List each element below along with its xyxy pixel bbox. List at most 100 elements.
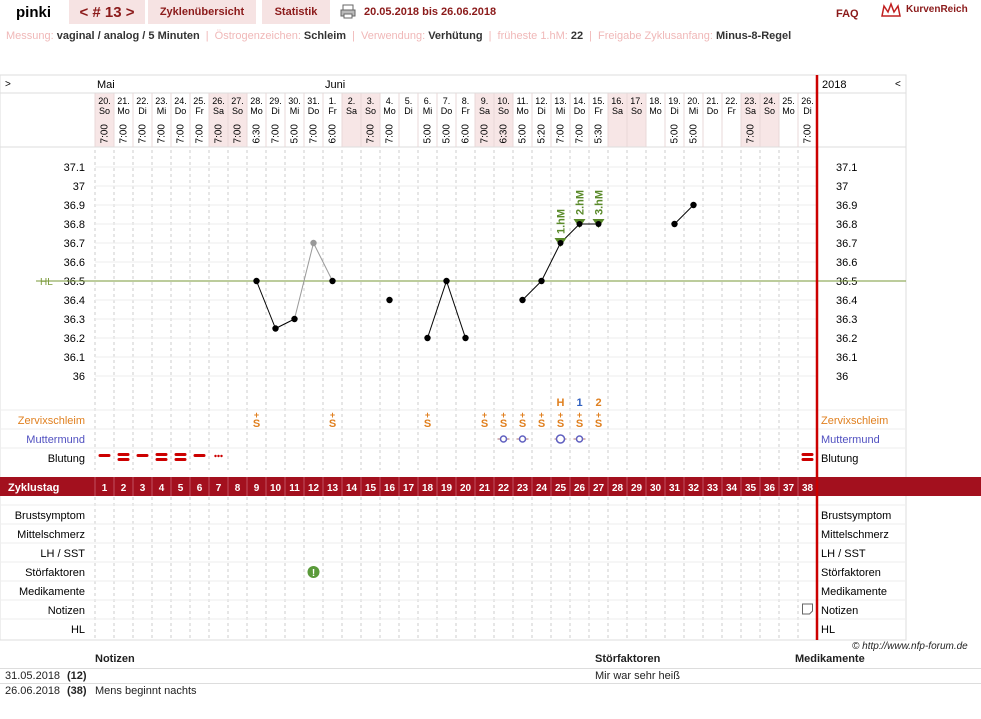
table-row: 26.06.2018 (38) Mens beginnt nachts bbox=[0, 683, 981, 698]
weekday-label: Mo bbox=[383, 106, 396, 116]
schleim-icon: S bbox=[595, 418, 602, 430]
day-number: 15 bbox=[365, 483, 377, 494]
time-label: 7:00 bbox=[556, 124, 567, 144]
date-label: 6. bbox=[424, 96, 432, 106]
temp-point bbox=[519, 296, 526, 304]
date-label: 31. bbox=[307, 96, 320, 106]
date-label: 3. bbox=[367, 96, 375, 106]
blutung-icon bbox=[220, 454, 223, 458]
row-label-right: Brustsymptom bbox=[821, 510, 891, 522]
day-number: 6 bbox=[197, 483, 203, 494]
weekday-label: Mo bbox=[250, 106, 263, 116]
day-number: 16 bbox=[384, 483, 396, 494]
day-number: 2 bbox=[121, 483, 127, 494]
row-label: Mittelschmerz bbox=[17, 529, 85, 541]
row-label-right: Medikamente bbox=[821, 586, 887, 598]
date-label: 13. bbox=[554, 96, 567, 106]
weekend-shade bbox=[475, 93, 494, 147]
schleim-plus: + bbox=[482, 410, 487, 420]
day-number: 1 bbox=[102, 483, 108, 494]
date-label: 26. bbox=[801, 96, 814, 106]
weekend-shade bbox=[209, 93, 228, 147]
weekday-label: Sa bbox=[213, 106, 224, 116]
schleim-plus: + bbox=[501, 410, 506, 420]
day-number: 8 bbox=[235, 483, 241, 494]
row-label: LH / SST bbox=[40, 548, 85, 560]
row-label: Muttermund bbox=[26, 434, 85, 446]
hm-label: 2.hM bbox=[575, 190, 587, 215]
printer-icon[interactable] bbox=[340, 4, 356, 19]
brand-logo[interactable]: KurvenReich bbox=[906, 4, 968, 15]
schleim-icon: S bbox=[481, 418, 488, 430]
schleim-plus: + bbox=[425, 410, 430, 420]
faq-link[interactable]: FAQ bbox=[836, 8, 859, 20]
weekend-shade bbox=[741, 93, 760, 147]
date-label: 21. bbox=[706, 96, 719, 106]
day-number: 36 bbox=[764, 483, 776, 494]
oestro-label: Östrogenzeichen: bbox=[214, 30, 301, 42]
time-label: 5:00 bbox=[518, 124, 529, 144]
hm-label: früheste 1.hM: bbox=[497, 30, 568, 42]
weekday-label: So bbox=[232, 106, 243, 116]
day-number: 35 bbox=[745, 483, 757, 494]
weekday-label: So bbox=[365, 106, 376, 116]
time-label: 6:00 bbox=[461, 124, 472, 144]
time-label: 6:30 bbox=[499, 124, 510, 144]
time-label: 5:00 bbox=[442, 124, 453, 144]
date-label: 22. bbox=[725, 96, 738, 106]
date-label: 1. bbox=[329, 96, 337, 106]
weekend-shade bbox=[95, 93, 114, 147]
weekday-label: Do bbox=[175, 106, 187, 116]
tab-zyklenuebersicht[interactable]: Zyklenübersicht bbox=[148, 0, 256, 24]
muttermund-icon bbox=[518, 435, 527, 443]
y-tick-left: 36.3 bbox=[64, 314, 85, 326]
cycle-nav[interactable]: < # 13 > bbox=[69, 0, 145, 24]
note-date: 26.06.2018 bbox=[5, 685, 61, 697]
day-number: 12 bbox=[308, 483, 320, 494]
y-tick-right: 36.1 bbox=[836, 352, 857, 364]
date-label: 17. bbox=[630, 96, 643, 106]
row-label: Notizen bbox=[48, 605, 85, 617]
date-label: 7. bbox=[443, 96, 451, 106]
oestro-value: Schleim bbox=[303, 30, 347, 42]
y-tick-left: 36 bbox=[73, 371, 85, 383]
weekday-label: Sa bbox=[479, 106, 490, 116]
time-label: 7:00 bbox=[195, 124, 206, 144]
temp-point bbox=[443, 277, 450, 285]
tab-statistik[interactable]: Statistik bbox=[262, 0, 330, 24]
y-tick-left: 36.4 bbox=[64, 295, 85, 307]
date-label: 26. bbox=[212, 96, 225, 106]
date-label: 21. bbox=[117, 96, 130, 106]
temp-line bbox=[674, 204, 694, 225]
weekday-label: Di bbox=[803, 106, 812, 116]
y-tick-right: 36.6 bbox=[836, 257, 857, 269]
time-label: 7:00 bbox=[138, 124, 149, 144]
y-tick-right: 36.5 bbox=[836, 276, 857, 288]
blutung-icon bbox=[155, 453, 168, 456]
weekend-shade bbox=[361, 93, 380, 147]
row-label: Störfaktoren bbox=[25, 567, 85, 579]
blutung-icon bbox=[801, 458, 814, 461]
hm-label: 3.hM bbox=[594, 190, 606, 215]
copyright: © http://www.nfp-forum.de bbox=[852, 641, 968, 652]
row-label-right: Muttermund bbox=[821, 434, 880, 446]
day-number: 23 bbox=[517, 483, 529, 494]
weekday-label: Di bbox=[404, 106, 413, 116]
row-label: Brustsymptom bbox=[15, 510, 85, 522]
time-label: 7:00 bbox=[176, 124, 187, 144]
date-label: 24. bbox=[763, 96, 776, 106]
weekday-label: Di bbox=[670, 106, 679, 116]
row-label-right: Zervixschleim bbox=[821, 415, 888, 427]
schleim-plus: + bbox=[558, 410, 563, 420]
date-label: 15. bbox=[592, 96, 605, 106]
temp-line bbox=[313, 242, 333, 282]
row-label: HL bbox=[71, 624, 85, 636]
row-label: Blutung bbox=[48, 453, 85, 465]
temp-point bbox=[557, 240, 564, 246]
stoer-icon-glyph: ! bbox=[312, 568, 315, 579]
temp-point bbox=[595, 221, 602, 227]
note-day: (38) bbox=[67, 685, 87, 697]
weekday-label: Mi bbox=[556, 106, 566, 116]
schleim-plus: + bbox=[596, 410, 601, 420]
y-tick-right: 36.7 bbox=[836, 238, 857, 250]
